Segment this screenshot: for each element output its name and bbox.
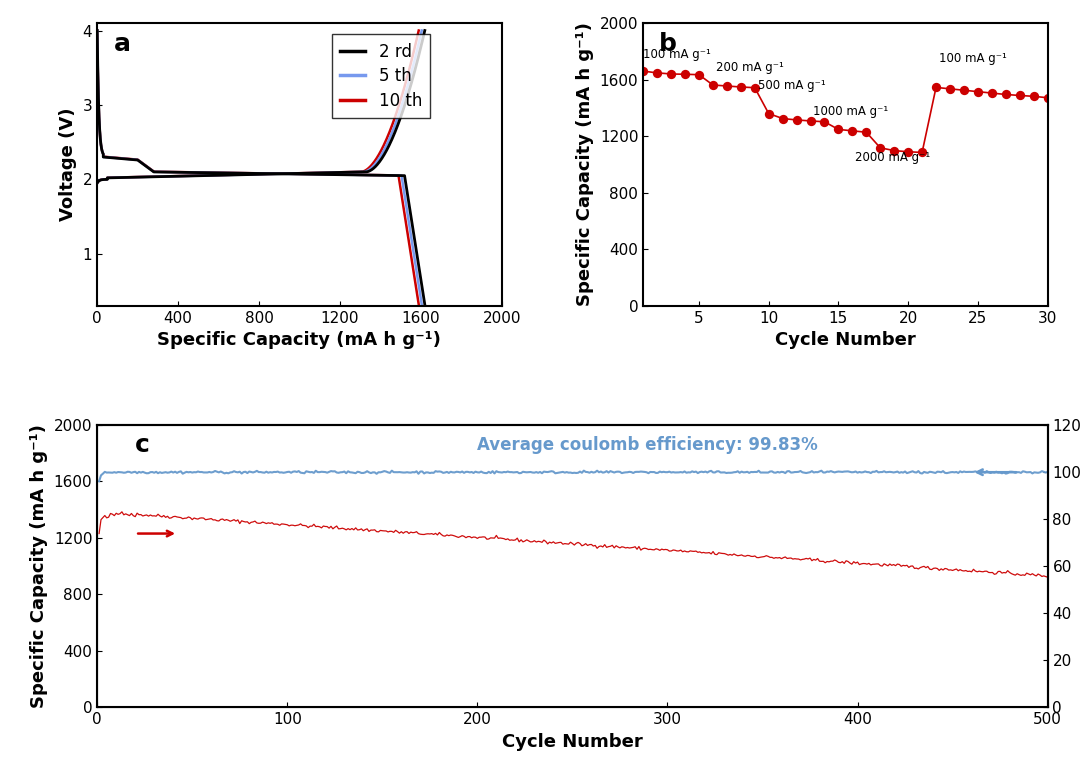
Point (928, 82, 945, 94)
Point (662, 68, 679, 80)
Point (886, 145, 903, 157)
5 th (416, 300, 429, 309)
2 rd (330, 170, 343, 179)
Point (914, 146, 931, 158)
Point (690, 68, 707, 81)
2 rd (403, 204, 416, 213)
Point (774, 112, 792, 125)
2 rd (179, 168, 192, 177)
Point (704, 79, 721, 92)
10 th (91, 26, 104, 35)
Text: 1000 mA g⁻¹: 1000 mA g⁻¹ (813, 105, 889, 118)
Y-axis label: Voltage (V): Voltage (V) (59, 108, 77, 221)
Text: c: c (135, 433, 150, 457)
Text: 500 mA g⁻¹: 500 mA g⁻¹ (757, 79, 825, 92)
Point (900, 145, 917, 158)
2 rd (139, 161, 152, 171)
2 rd (91, 26, 104, 35)
10 th (267, 169, 280, 178)
Point (801, 115, 819, 127)
5 th (268, 169, 281, 178)
Point (1039, 92, 1056, 104)
X-axis label: Cycle Number: Cycle Number (502, 733, 643, 751)
Text: b: b (660, 32, 677, 55)
Point (829, 123, 847, 135)
Text: Average coulomb efficiency: 99.83%: Average coulomb efficiency: 99.83% (477, 436, 819, 454)
Line: 5 th: 5 th (97, 31, 422, 305)
Text: 100 mA g⁻¹: 100 mA g⁻¹ (644, 48, 711, 62)
Point (635, 65, 652, 78)
Point (997, 88, 1014, 101)
Point (732, 81, 750, 93)
10 th (397, 204, 410, 213)
10 th (413, 300, 426, 309)
Point (746, 82, 764, 94)
Point (760, 108, 778, 120)
5 th (245, 168, 258, 178)
X-axis label: Specific Capacity (mA h g⁻¹): Specific Capacity (mA h g⁻¹) (158, 331, 442, 349)
X-axis label: Cycle Number: Cycle Number (775, 331, 916, 349)
10 th (179, 168, 192, 177)
Line: 10 th: 10 th (97, 31, 419, 305)
5 th (401, 204, 414, 213)
Point (718, 80, 735, 92)
2 rd (246, 168, 259, 178)
Point (676, 68, 693, 81)
Point (648, 67, 665, 79)
10 th (244, 168, 257, 178)
Point (983, 87, 1000, 99)
Point (1025, 90, 1042, 102)
Point (1011, 89, 1028, 102)
Point (858, 126, 875, 138)
Y-axis label: Specific Capacity (mA h g⁻¹): Specific Capacity (mA h g⁻¹) (30, 424, 49, 708)
Legend: 2 rd, 5 th, 10 th: 2 rd, 5 th, 10 th (332, 35, 431, 118)
5 th (91, 26, 104, 35)
2 rd (418, 300, 431, 309)
5 th (179, 168, 192, 177)
Y-axis label: Specific Capacity (mA h g⁻¹): Specific Capacity (mA h g⁻¹) (576, 22, 594, 306)
Text: 200 mA g⁻¹: 200 mA g⁻¹ (716, 61, 784, 74)
10 th (326, 170, 339, 179)
Point (872, 141, 889, 154)
Point (843, 125, 861, 137)
Line: 2 rd: 2 rd (97, 31, 424, 305)
10 th (139, 161, 152, 170)
Point (942, 83, 959, 95)
Text: 2000 mA g⁻¹: 2000 mA g⁻¹ (855, 151, 930, 165)
2 rd (269, 169, 282, 178)
5 th (139, 161, 152, 170)
Point (956, 84, 973, 96)
5 th (328, 170, 341, 179)
Text: 100 mA g⁻¹: 100 mA g⁻¹ (939, 52, 1007, 65)
Point (788, 114, 806, 126)
Point (815, 115, 833, 128)
Point (969, 85, 986, 98)
Text: a: a (113, 32, 131, 55)
